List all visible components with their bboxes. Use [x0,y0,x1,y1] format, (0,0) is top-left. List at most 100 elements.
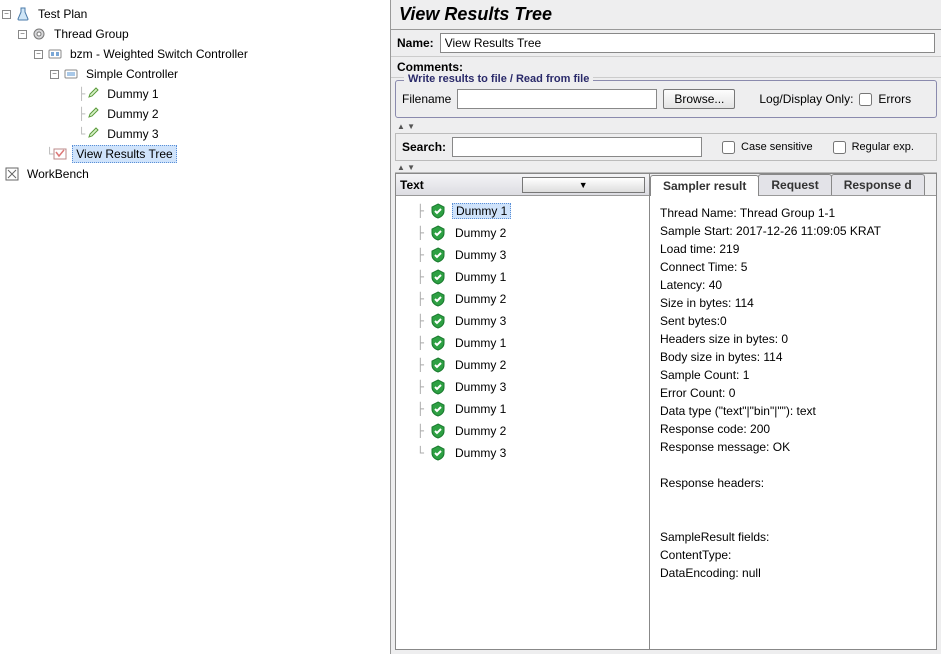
tree-connector: ├ [398,424,424,438]
results-tree: Text ▼ ├Dummy 1├Dummy 2├Dummy 3├Dummy 1├… [395,173,650,650]
tree-connector: └ [398,446,424,460]
tree-panel: − Test Plan − Thread Group − bzm - Weigh… [0,0,390,654]
splitter-handle[interactable]: ▲ ▼ [391,122,941,131]
result-row[interactable]: ├ Dummy 1 [398,266,647,288]
result-row[interactable]: └ Dummy 3 [398,442,647,464]
result-label: Dummy 3 [452,248,509,262]
tree-node-view-results-tree[interactable]: └ View Results Tree [2,144,388,164]
result-row[interactable]: ├ Dummy 3 [398,244,647,266]
workbench-icon [4,166,20,182]
name-row: Name: [391,30,941,56]
tree-label: Simple Controller [83,66,181,82]
tree-toggle-icon[interactable]: − [34,50,43,59]
tree-connector: ├ [398,336,424,350]
regular-exp-label: Regular exp. [852,141,914,153]
dropper-icon [84,106,100,122]
result-label: Dummy 3 [452,380,509,394]
tree-node-test-plan[interactable]: − Test Plan [2,4,388,24]
result-row[interactable]: ├ Dummy 1 [398,398,647,420]
results-tree-icon [52,146,68,162]
errors-checkbox[interactable] [859,93,872,106]
result-row[interactable]: ├ Dummy 3 [398,376,647,398]
tree-label: WorkBench [24,166,92,182]
tree-connector: ├ [398,270,424,284]
chevron-down-icon[interactable]: ▼ [522,177,646,193]
tree-node-thread-group[interactable]: − Thread Group [2,24,388,44]
result-row[interactable]: ├ Dummy 1 [398,200,647,222]
results-type-label: Text [400,178,522,192]
success-icon [430,445,446,461]
tab-sampler-result[interactable]: Sampler result [650,175,759,196]
gear-icon [31,26,47,42]
result-row[interactable]: ├Dummy 2 [398,222,647,244]
tree-node-simple-controller[interactable]: − Simple Controller [2,64,388,84]
tab-response-data[interactable]: Response d [831,174,925,195]
file-section-title: Write results to file / Read from file [404,73,593,85]
tree-connector: ├ [398,358,424,372]
tree-label: Thread Group [51,26,132,42]
success-icon [430,423,446,439]
tree-label: View Results Tree [72,145,177,163]
tree-node-dummy-2[interactable]: ├ Dummy 2 [2,104,388,124]
controller-icon [63,66,79,82]
tree-connector: ├ [398,314,424,328]
tree-connector: ├ [398,402,424,416]
search-label: Search: [402,140,446,154]
tree-label: Dummy 2 [104,106,161,122]
tree-toggle-icon[interactable]: − [18,30,27,39]
file-section: Write results to file / Read from file F… [395,80,937,118]
errors-label: Errors [878,92,911,106]
tab-request[interactable]: Request [758,174,831,195]
tree-connector: ├ [398,204,424,218]
flask-icon [15,6,31,22]
dropper-icon [84,126,100,142]
filename-input[interactable] [457,89,657,109]
success-icon [430,247,446,263]
splitter-handle[interactable]: ▲ ▼ [391,163,941,172]
tree-node-workbench[interactable]: WorkBench [2,164,388,184]
tree-label: Dummy 3 [104,126,161,142]
tree-toggle-icon[interactable]: − [2,10,11,19]
tree-node-dummy-3[interactable]: └ Dummy 3 [2,124,388,144]
success-icon [430,269,446,285]
result-label: Dummy 1 [452,270,509,284]
result-row[interactable]: ├Dummy 2 [398,288,647,310]
comments-label: Comments: [397,60,463,74]
results-area: Text ▼ ├Dummy 1├Dummy 2├Dummy 3├Dummy 1├… [395,172,937,650]
tab-strip: Sampler result Request Response d [650,174,936,196]
result-row[interactable]: ├Dummy 2 [398,354,647,376]
result-row[interactable]: ├Dummy 2 [398,420,647,442]
success-icon [430,313,446,329]
success-icon [430,335,446,351]
result-row[interactable]: ├ Dummy 3 [398,310,647,332]
results-type-selector[interactable]: Text ▼ [396,174,649,196]
controller-icon [47,46,63,62]
tree-connector: ├ [398,380,424,394]
success-icon [430,291,446,307]
result-row[interactable]: ├ Dummy 1 [398,332,647,354]
result-detail-pane: Sampler result Request Response d Thread… [650,173,937,650]
case-sensitive-checkbox[interactable] [722,141,735,154]
result-label: Dummy 1 [452,203,511,219]
tree-node-switch-controller[interactable]: − bzm - Weighted Switch Controller [2,44,388,64]
dropper-icon [84,86,100,102]
result-label: Dummy 1 [452,402,509,416]
result-label: Dummy 3 [452,446,509,460]
success-icon [430,225,446,241]
sampler-result-text: Thread Name: Thread Group 1-1 Sample Sta… [650,196,936,590]
success-icon [430,379,446,395]
tree-connector: ├ [398,248,424,262]
name-input[interactable] [440,33,935,53]
tree-toggle-icon[interactable]: − [50,70,59,79]
browse-button[interactable]: Browse... [663,89,735,109]
search-row: Search: Case sensitive Regular exp. [395,133,937,161]
filename-label: Filename [402,92,451,106]
name-label: Name: [397,36,434,50]
log-display-only-label: Log/Display Only: [759,92,853,106]
regular-exp-checkbox[interactable] [833,141,846,154]
result-label: Dummy 2 [452,292,509,306]
tree-node-dummy-1[interactable]: ├ Dummy 1 [2,84,388,104]
result-label: Dummy 1 [452,336,509,350]
search-input[interactable] [452,137,702,157]
result-label: Dummy 3 [452,314,509,328]
